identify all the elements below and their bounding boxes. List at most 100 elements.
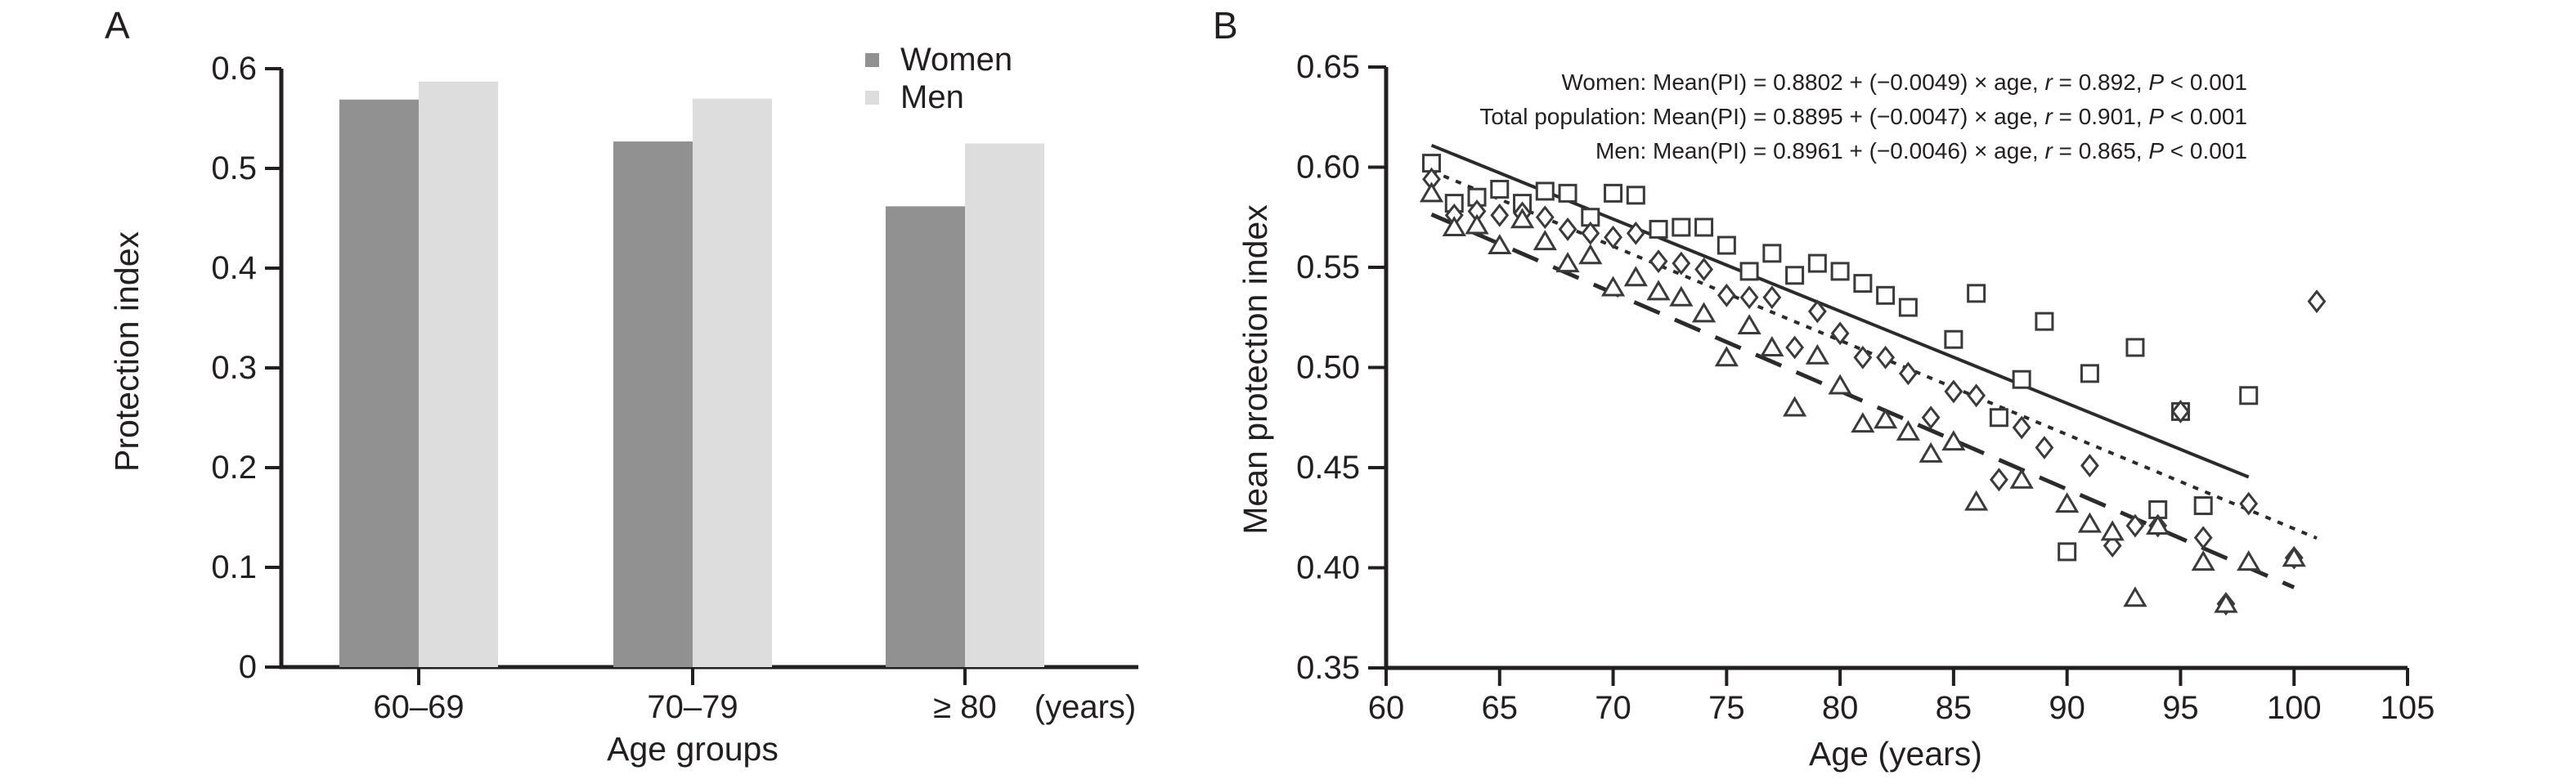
scatter-point-women xyxy=(1874,408,1898,429)
scatter-point-women xyxy=(1623,266,1648,287)
scatter-point-women xyxy=(2123,586,2147,607)
scatter-point-men xyxy=(2239,386,2259,405)
scatter-point-women xyxy=(1737,314,1761,335)
panel-b-x-tick-label: 65 xyxy=(1482,690,1519,726)
scatter-point-total-population xyxy=(2239,491,2259,516)
scatter-point-total-population xyxy=(1921,405,1941,430)
scatter-point-women xyxy=(1669,285,1694,307)
scatter-point-men xyxy=(1898,298,1918,317)
scatter-point-women xyxy=(2146,514,2170,535)
panel-a-x-tick-label: 60–69 xyxy=(373,689,464,725)
panel-b-x-tick-label: 75 xyxy=(1708,690,1745,726)
panel-b-x-tick-label: 100 xyxy=(2267,690,2322,726)
scatter-point-men xyxy=(2080,364,2099,383)
scatter-point-total-population xyxy=(1967,383,1986,408)
scatter-point-women xyxy=(1714,346,1739,367)
legend-label-women: Women xyxy=(900,42,1013,78)
scatter-point-women xyxy=(1782,396,1807,417)
scatter-point-women xyxy=(2100,520,2125,541)
scatter-point-total-population xyxy=(1535,205,1555,230)
scatter-point-men xyxy=(1876,285,1896,305)
panel-b-x-tick-label: 60 xyxy=(1368,690,1405,726)
legend-item-women: Women xyxy=(865,41,1012,78)
scatter-point-total-population xyxy=(2193,526,2213,550)
scatter-point-men xyxy=(1853,274,1873,293)
panel-a-y-tick-label: 0.1 xyxy=(211,549,257,585)
scatter-point-women xyxy=(1941,430,1966,451)
scatter-point-men xyxy=(1830,262,1850,281)
scatter-point-women xyxy=(1896,419,1920,441)
scatter-point-women xyxy=(1488,234,1512,255)
scatter-point-women xyxy=(1510,208,1535,229)
panel-b-x-tick-label: 90 xyxy=(2049,690,2085,726)
panel-a-x-tick-label: 70–79 xyxy=(647,689,738,725)
scatter-point-total-population xyxy=(1830,321,1850,346)
scatter-point-men xyxy=(1535,181,1555,201)
scatter-point-women xyxy=(1555,252,1580,273)
legend: Women Men xyxy=(865,41,1012,116)
scatter-point-men xyxy=(2012,370,2031,389)
equation-total-population: Total population: Mean(PI) = 0.8895 + (−… xyxy=(1479,104,2247,129)
scatter-point-women xyxy=(1691,302,1717,323)
regression-line-total-population xyxy=(1430,169,2318,540)
scatter-point-total-population xyxy=(1626,221,1645,245)
panel-b-x-tick-label: 105 xyxy=(2381,690,2435,726)
scatter-point-men xyxy=(1649,219,1668,239)
panel-b-y-tick-label: 0.45 xyxy=(1296,450,1360,486)
scatter-point-women xyxy=(1964,490,1989,511)
bar-women-0 xyxy=(339,99,419,667)
panel-a-y-tick-label: 0.5 xyxy=(211,150,257,186)
scatter-point-men xyxy=(1967,284,1986,303)
scatter-point-women xyxy=(1533,230,1557,251)
equation-men: Men: Mean(PI) = 0.8961 + (−0.0046) × age… xyxy=(1595,138,2247,164)
scatter-point-total-population xyxy=(1785,335,1805,360)
panel-a-y-axis-title: Protection index xyxy=(108,231,146,473)
scatter-point-total-population xyxy=(1898,361,1918,386)
scatter-point-women xyxy=(1419,181,1444,203)
equation-women: Women: Mean(PI) = 0.8802 + (−0.0049) × a… xyxy=(1561,69,2248,95)
scatter-point-men xyxy=(1739,262,1759,281)
panel-b-y-tick-label: 0.35 xyxy=(1296,650,1360,686)
panel-b-y-tick-label: 0.60 xyxy=(1296,150,1360,186)
scatter-point-total-population xyxy=(2103,534,2122,558)
panel-b-y-tick-label: 0.40 xyxy=(1296,550,1360,586)
scatter-point-total-population xyxy=(1762,285,1782,310)
panel-b-label: B xyxy=(1213,4,1238,47)
regression-line-women xyxy=(1430,213,2296,589)
scatter-point-women xyxy=(2077,512,2103,533)
legend-item-men: Men xyxy=(865,78,1012,116)
bar-men-2 xyxy=(965,143,1044,667)
scatter-point-total-population xyxy=(1807,299,1827,324)
scatter-point-total-population xyxy=(2035,436,2054,459)
scatter-point-total-population xyxy=(1944,379,1963,404)
scatter-point-men xyxy=(2035,311,2054,331)
scatter-point-men xyxy=(1490,179,1510,199)
scatter-point-women xyxy=(1600,276,1626,297)
scatter-point-total-population xyxy=(2125,513,2145,538)
scatter-point-total-population xyxy=(1649,249,1668,274)
scatter-point-men xyxy=(1558,183,1577,203)
panel-a-y-tick-label: 0.6 xyxy=(211,51,257,87)
scatter-point-women xyxy=(1646,280,1671,301)
scatter-point-total-population xyxy=(1853,345,1873,370)
scatter-point-women xyxy=(1465,213,1489,235)
scatter-point-women xyxy=(1805,343,1829,365)
scatter-point-total-population xyxy=(1694,258,1713,281)
panel-a-label: A xyxy=(105,4,130,47)
panel-b-x-tick-label: 95 xyxy=(2162,690,2199,726)
scatter-point-total-population xyxy=(1739,285,1759,310)
scatter-point-men xyxy=(2125,338,2145,357)
men-swatch-icon xyxy=(865,90,879,105)
panel-b-x-tick-label: 85 xyxy=(1936,690,1972,726)
panel-b-x-tick-label: 70 xyxy=(1595,690,1631,726)
scatter-point-total-population xyxy=(1581,221,1600,245)
panel-a-x-unit-label: (years) xyxy=(1034,689,1136,725)
scatter-point-men xyxy=(1989,408,2008,428)
scatter-point-men xyxy=(1785,266,1805,285)
scatter-point-total-population xyxy=(1989,468,2008,492)
scatter-point-men xyxy=(1717,235,1736,255)
scatter-point-men xyxy=(1694,217,1714,237)
scatter-point-women xyxy=(1851,412,1875,433)
scatter-point-women xyxy=(2237,550,2261,571)
